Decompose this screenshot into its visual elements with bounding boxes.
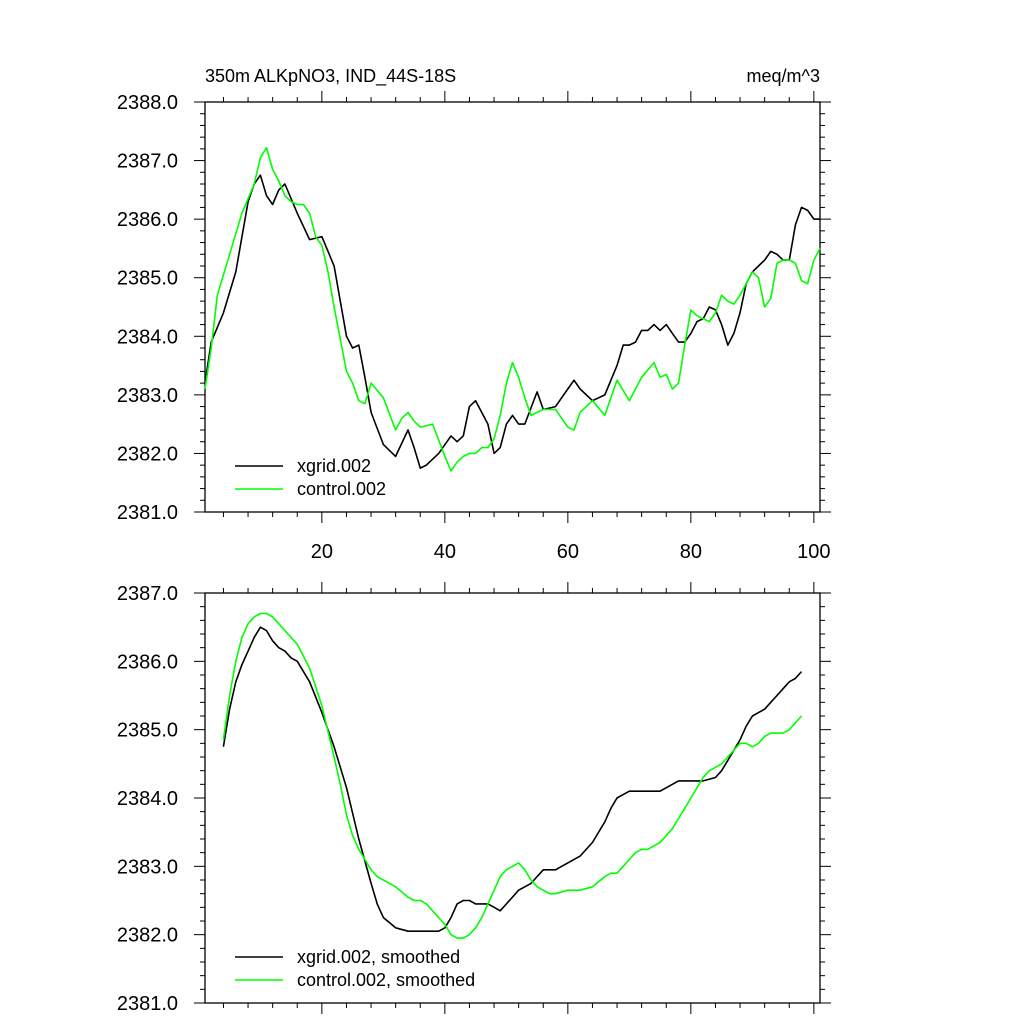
bottom-y-tick-label: 2381.0 [117,993,178,1015]
chart-title: 350m ALKpNO3, IND_44S-18S [205,66,456,87]
top-x-tick-label: 100 [797,541,830,563]
bottom-legend-label-control-002-smoothed: control.002, smoothed [297,970,475,990]
bottom-y-tick-label: 2387.0 [117,583,178,605]
top-x-tick-label: 20 [311,541,333,563]
top-y-tick-label: 2384.0 [117,326,178,348]
top-y-tick-label: 2385.0 [117,268,178,290]
top-plot-frame [204,101,821,513]
bottom-y-tick-label: 2386.0 [117,651,178,673]
bottom-panel: 2381.0 2382.0 2383.0 2384.0 2385.0 2386.0 2387… [117,582,831,1015]
bottom-series-xgrid-002-smoothed [222,626,803,932]
top-y-tick-label: 2381.0 [117,502,178,524]
top-y-tick-label: 2383.0 [117,385,178,407]
top-series-control-002 [204,146,821,472]
top-y-tick-label: 2386.0 [117,209,178,231]
bottom-legend-label-xgrid-002-smoothed: xgrid.002, smoothed [297,947,460,967]
top-y-tick-label: 2388.0 [117,92,178,114]
top-panel: 20 40 60 80 100 2381.0 2382.0 2383.0 2384.0 2385.… [117,91,831,563]
top-y-tick-label: 2382.0 [117,443,178,465]
top-x-tick-label: 60 [557,541,579,563]
top-legend-label-xgrid-002: xgrid.002 [297,456,371,476]
top-x-tick-label: 80 [680,541,702,563]
bottom-y-tick-label: 2383.0 [117,856,178,878]
bottom-series-control-002-smoothed [222,612,803,939]
bottom-y-tick-label: 2384.0 [117,788,178,810]
top-legend-label-control-002: control.002 [297,479,386,499]
bottom-y-tick-label: 2382.0 [117,925,178,947]
top-y-tick-label: 2387.0 [117,151,178,173]
bottom-y-tick-label: 2385.0 [117,720,178,742]
top-x-tick-label: 40 [434,541,456,563]
units-label: meq/m^3 [747,66,820,86]
